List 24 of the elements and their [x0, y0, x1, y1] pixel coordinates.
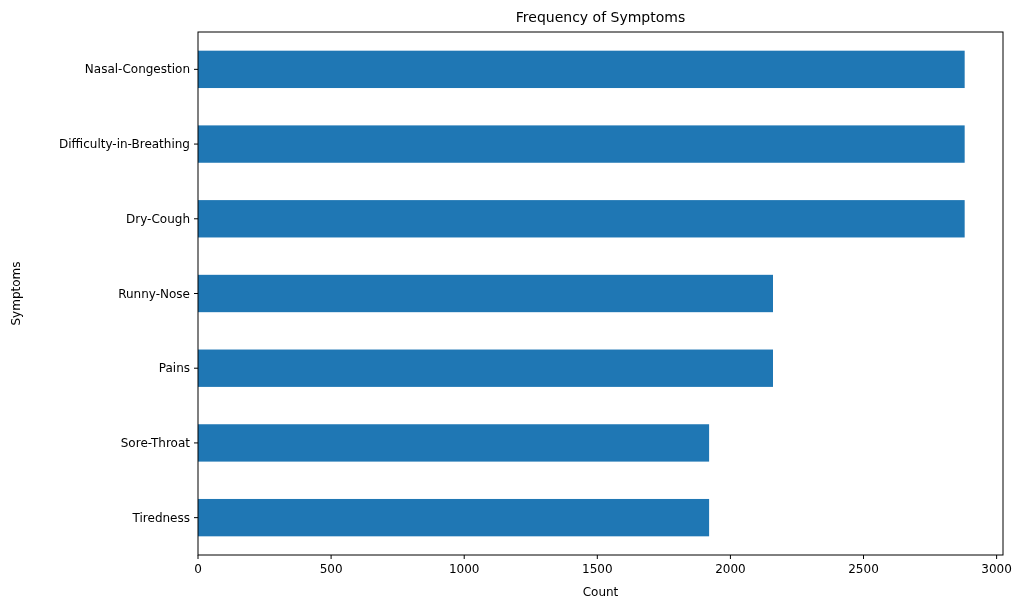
- bar: [198, 498, 710, 537]
- bar: [198, 274, 773, 313]
- bar: [198, 424, 710, 462]
- y-axis-title: Symptoms: [9, 261, 23, 326]
- y-tick-label: Sore-Throat: [120, 435, 191, 450]
- bar: [198, 125, 965, 163]
- y-tick-label: Difficulty-in-Breathing: [59, 137, 190, 152]
- y-tick-label: Tiredness: [131, 510, 190, 525]
- x-axis-title: Count: [582, 585, 619, 599]
- bar: [198, 349, 773, 387]
- chart-title: Frequency of Symptoms: [515, 9, 686, 25]
- x-tick-label: 2500: [848, 562, 879, 576]
- x-tick-label: 1500: [582, 562, 613, 576]
- y-tick-label: Nasal-Congestion: [84, 62, 190, 77]
- bar: [198, 50, 965, 89]
- y-tick-label: Pains: [158, 361, 190, 376]
- x-tick-label: 0: [194, 562, 202, 576]
- x-tick-label: 1000: [448, 562, 480, 576]
- y-tick-label: Dry-Cough: [126, 211, 190, 226]
- y-tick-label: Runny-Nose: [118, 286, 190, 301]
- x-tick-label: 2000: [715, 562, 746, 576]
- x-tick-label: 3000: [981, 562, 1012, 576]
- x-tick-label: 500: [319, 562, 343, 576]
- bar: [198, 200, 965, 238]
